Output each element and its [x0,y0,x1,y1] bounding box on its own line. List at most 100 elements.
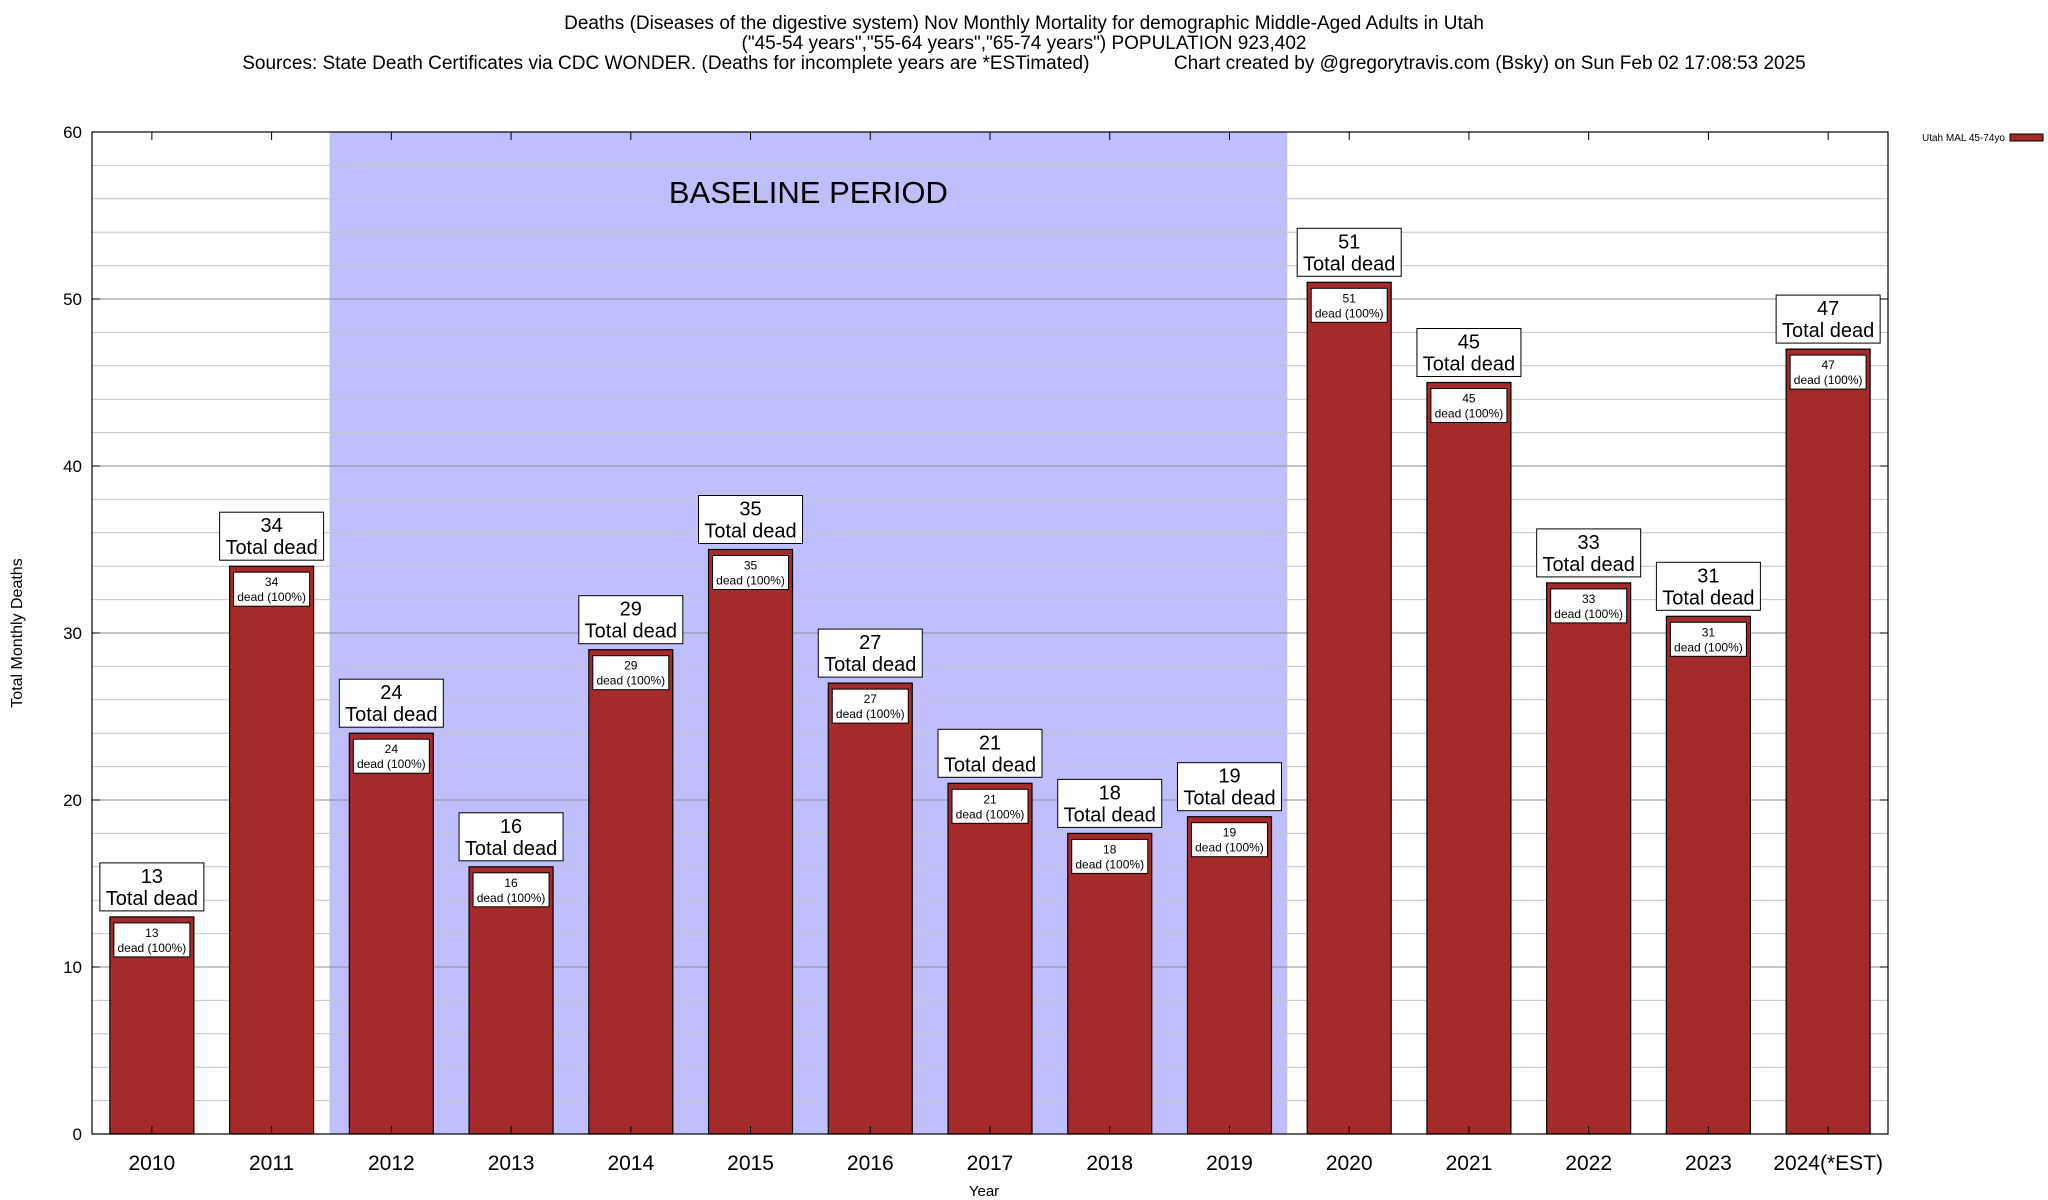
total-label-text: Total dead [225,537,317,559]
total-label-value: 18 [1099,782,1121,804]
bar-2012 [348,732,434,1135]
inner-label-text: dead (100%) [118,941,187,955]
inner-label-box [712,555,790,590]
inner-label-text: dead (100%) [956,807,1025,821]
x-tick-label: 2013 [488,1152,535,1175]
bar-2023 [1665,615,1752,1135]
total-label-box [338,678,444,728]
bar-2014 [588,649,674,1135]
total-label-box [1536,528,1642,578]
inner-label-text: dead (100%) [836,707,905,721]
x-tick-label: 2023 [1685,1152,1732,1175]
bar-2016 [827,682,913,1135]
inner-label-value: 33 [1582,592,1596,606]
total-label-text: Total dead [1183,788,1275,810]
inner-label-value: 31 [1702,625,1716,639]
total-label-text: Total dead [1064,804,1156,826]
total-label-value: 31 [1697,565,1719,587]
total-label-box [99,862,205,912]
total-label-box [1775,294,1881,344]
inner-label-box [1071,838,1149,874]
total-label-value: 35 [739,499,761,521]
total-label-text: Total dead [465,838,557,860]
bar-2022 [1546,582,1632,1135]
total-label-text: Total dead [1662,587,1754,609]
bar-2011 [229,565,315,1135]
bar-2015 [707,548,794,1135]
total-label-value: 33 [1578,532,1600,554]
x-tick-label: 2022 [1565,1152,1612,1175]
inner-label-value: 34 [265,575,279,589]
inner-label-value: 16 [504,876,518,890]
x-tick-label: 2018 [1086,1152,1133,1175]
y-tick-label: 0 [73,1125,82,1144]
total-label-value: 47 [1817,298,1839,320]
inner-label-box [352,738,430,774]
inner-label-value: 35 [744,559,758,573]
inner-label-value: 18 [1103,842,1117,856]
inner-label-box [1669,621,1747,657]
bar-2020 [1306,281,1392,1135]
total-label-value: 24 [380,682,402,704]
legend-label: Utah MAL 45-74yo [1922,133,2005,144]
inner-label-box [1190,822,1268,858]
inner-label-box [831,688,909,724]
inner-label-text: dead (100%) [1075,857,1144,871]
inner-label-value: 27 [864,692,878,706]
x-tick-label: 2011 [249,1152,294,1175]
total-label-box [1416,328,1522,377]
bar-2024(*EST) [1785,348,1871,1135]
total-label-box [1057,778,1163,828]
inner-label-text: dead (100%) [237,590,306,604]
total-label-box [219,511,325,561]
total-label-value: 21 [979,732,1001,754]
y-tick-label: 20 [63,791,82,810]
total-label-value: 51 [1338,231,1360,253]
x-tick-label: 2021 [1446,1152,1493,1175]
inner-label-text: dead (100%) [1435,407,1504,421]
inner-label-box [1310,287,1388,323]
inner-label-value: 24 [385,742,399,756]
total-label-text: Total dead [1782,320,1874,342]
bar-2021 [1426,381,1512,1135]
x-tick-label: 2012 [368,1152,415,1175]
total-label-box [1176,762,1282,812]
inner-label-value: 13 [145,926,159,940]
total-label-text: Total dead [1303,253,1395,275]
total-label-text: Total dead [106,888,198,910]
x-tick-label: 2014 [607,1152,654,1175]
inner-label-text: dead (100%) [596,674,665,688]
y-tick-label: 30 [63,624,82,643]
total-label-box [1296,227,1402,277]
y-axis-label: Total Monthly Deaths [9,558,26,707]
plot-border [91,131,1889,1135]
total-label-value: 45 [1458,332,1480,354]
bar-2017 [947,782,1033,1135]
inner-label-text: dead (100%) [1674,640,1743,654]
inner-label-box [1550,588,1628,624]
total-label-text: Total dead [1423,354,1515,376]
x-tick-label: 2017 [967,1152,1014,1175]
bar-2019 [1186,816,1273,1135]
total-label-text: Total dead [824,654,916,676]
total-label-value: 19 [1218,766,1240,788]
y-tick-label: 10 [63,958,82,977]
title-line-3: Sources: State Death Certificates via CD… [242,53,1806,74]
bar-2013 [468,866,554,1135]
inner-label-text: dead (100%) [1315,306,1384,320]
x-tick-label: 2020 [1326,1152,1373,1175]
inner-label-box [233,571,311,607]
total-label-box [698,495,804,544]
total-label-text: Total dead [944,754,1036,776]
total-label-value: 27 [859,632,881,654]
inner-label-text: dead (100%) [357,757,426,771]
title-line-1: Deaths (Diseases of the digestive system… [564,13,1484,34]
inner-label-box [1430,388,1508,423]
inner-label-box [592,655,670,691]
total-label-box [578,595,684,645]
inner-label-value: 45 [1462,392,1476,406]
total-label-text: Total dead [704,521,796,543]
x-tick-label: 2019 [1206,1152,1253,1175]
x-tick-label: 2016 [847,1152,894,1175]
total-label-box [458,812,564,862]
